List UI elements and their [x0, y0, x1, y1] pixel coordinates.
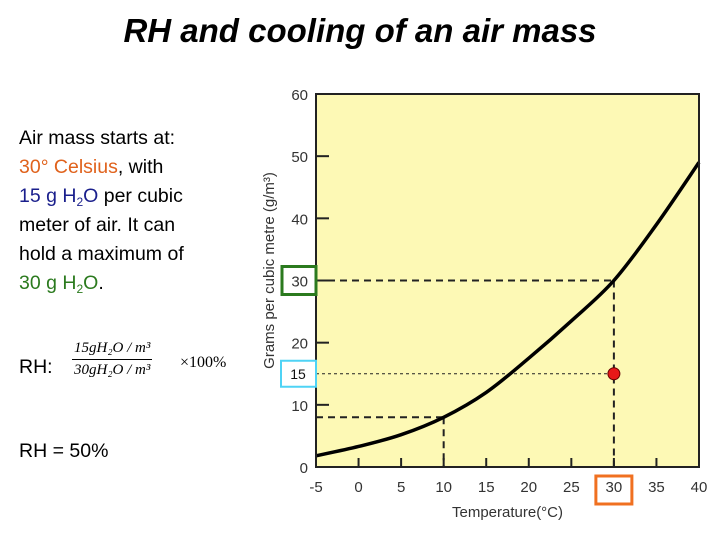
plot-area — [316, 94, 699, 467]
rh-fraction: 15gH₂O / m³ 30gH₂O / m³ — [72, 340, 153, 379]
fraction-multiplier: ×100% — [180, 354, 227, 371]
highlight-box-saturation — [280, 265, 318, 296]
desc-text: 15 g H — [19, 185, 77, 207]
description-text: Air mass starts at: 30° Celsius, with 15… — [19, 124, 259, 298]
highlight-box-actual — [280, 359, 317, 388]
desc-text: O — [83, 272, 99, 294]
desc-line: 30° Celsius, with — [19, 153, 259, 182]
y-axis-label: Grams per cubic metre (g/m³) — [261, 172, 278, 369]
y-tick-label: 0 — [300, 460, 308, 477]
desc-text: per cubic — [98, 185, 183, 207]
highlight-box-temperature — [594, 474, 634, 506]
x-tick-label: 0 — [354, 479, 362, 496]
saturation-curve — [315, 161, 701, 458]
rh-label: RH: — [19, 356, 53, 378]
x-axis-label: Temperature(°C) — [452, 504, 563, 521]
desc-sub: 2 — [76, 195, 84, 209]
y-tick-label: 50 — [291, 149, 308, 166]
fraction-denominator: 30gH₂O / m³ — [74, 362, 151, 378]
desc-line: 15 g H2O per cubic — [19, 182, 259, 211]
desc-line: 30 g H2O. — [19, 269, 259, 298]
desc-text: . — [98, 272, 104, 294]
desc-line: Air mass starts at: — [19, 127, 176, 149]
x-tick-label: -5 — [309, 479, 322, 496]
x-tick-label: 35 — [648, 479, 665, 496]
desc-sub: 2 — [76, 282, 84, 296]
vapor-text: 15 g H2O — [19, 185, 99, 209]
y-tick-label: 60 — [291, 87, 308, 104]
desc-text: 30 g H — [19, 272, 77, 294]
air-mass-point — [607, 367, 621, 381]
x-tick-label: 30 — [606, 479, 623, 496]
max-vapor-text: 30 g H2O — [19, 272, 99, 296]
fraction-numerator: 15gH₂O / m³ — [72, 340, 153, 360]
y-tick-label: 30 — [291, 274, 308, 291]
temperature-text: 30° Celsius — [19, 156, 118, 178]
y-tick-label: 40 — [291, 211, 308, 228]
desc-text: O — [83, 185, 99, 207]
highlights: 15 — [280, 265, 634, 506]
x-tick-label: 15 — [478, 479, 495, 496]
x-tick-label: 25 — [563, 479, 580, 496]
x-tick-label: 40 — [691, 479, 708, 496]
x-tick-label: 10 — [435, 479, 452, 496]
desc-line: meter of air. It can — [19, 214, 176, 236]
y-tick-label: 20 — [291, 336, 308, 353]
rh-result: RH = 50% — [19, 440, 109, 462]
x-tick-label: 5 — [397, 479, 405, 496]
highlight-value-actual: 15 — [290, 366, 306, 382]
desc-line: hold a maximum of — [19, 243, 184, 265]
x-tick-label: 20 — [520, 479, 537, 496]
y-tick-label: 10 — [291, 398, 308, 415]
desc-text: , with — [117, 156, 164, 178]
slide-title: RH and cooling of an air mass — [123, 12, 597, 49]
